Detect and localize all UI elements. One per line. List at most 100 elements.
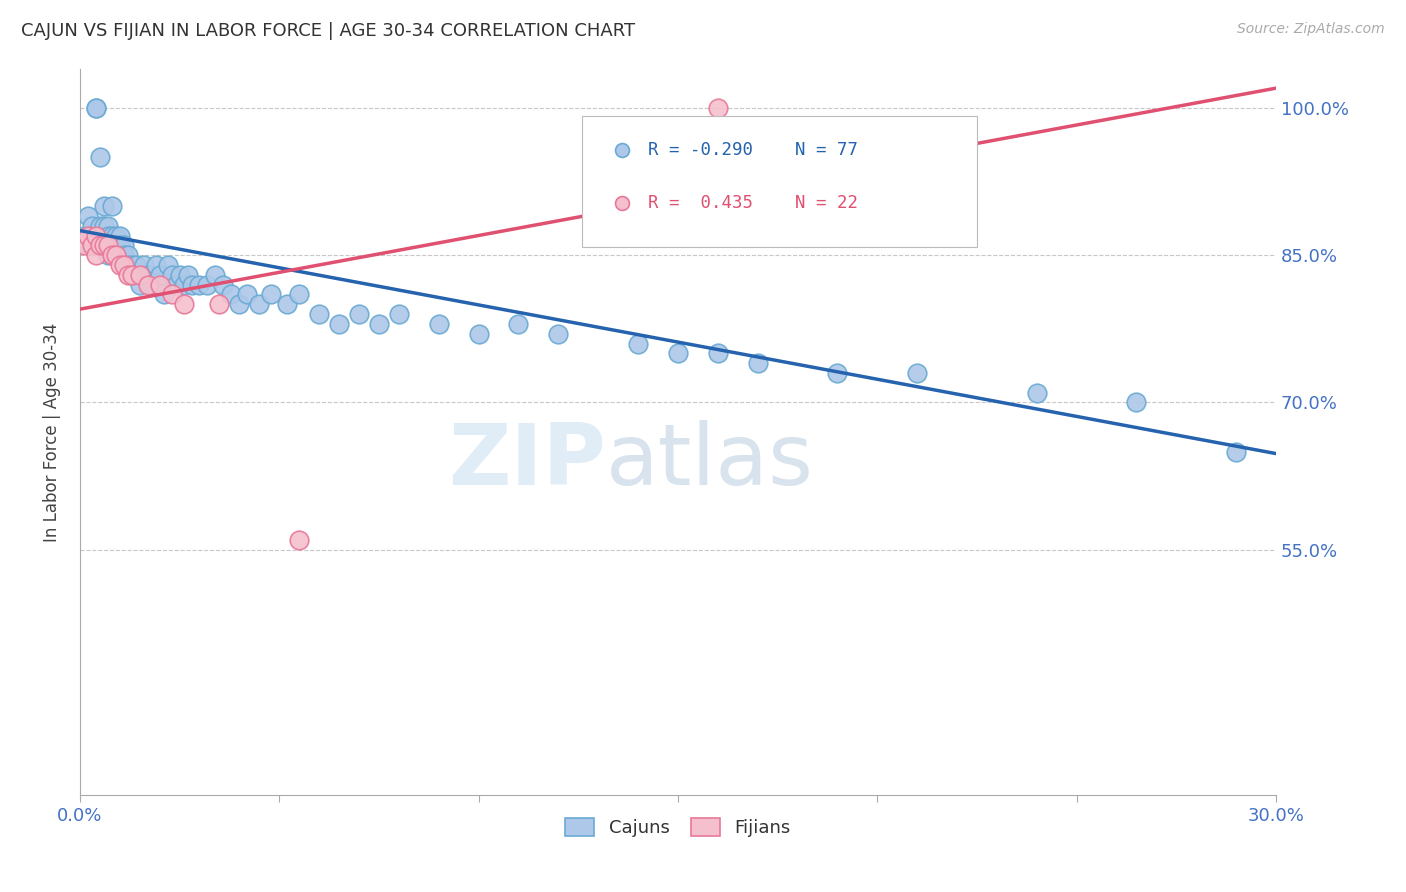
Legend: Cajuns, Fijians: Cajuns, Fijians: [558, 811, 797, 845]
Point: [247, 297, 270, 311]
Point: [112, 258, 135, 272]
Point: [93, 238, 115, 252]
Point: [104, 248, 127, 262]
Text: CAJUN VS FIJIAN IN LABOR FORCE | AGE 30-34 CORRELATION CHART: CAJUN VS FIJIAN IN LABOR FORCE | AGE 30-…: [21, 22, 636, 40]
Point: [508, 317, 530, 331]
Point: [288, 533, 311, 547]
Point: [827, 366, 849, 380]
Point: [112, 238, 135, 252]
Point: [467, 326, 489, 341]
Point: [188, 277, 211, 292]
Point: [112, 248, 135, 262]
Point: [1225, 444, 1247, 458]
Point: [905, 366, 928, 380]
Point: [100, 248, 122, 262]
Point: [121, 268, 143, 282]
Point: [89, 219, 111, 233]
Point: [108, 258, 131, 272]
Point: [388, 307, 411, 321]
Point: [125, 258, 148, 272]
Point: [308, 307, 330, 321]
Point: [176, 268, 198, 282]
Point: [97, 228, 120, 243]
Point: [149, 277, 172, 292]
Point: [173, 277, 195, 292]
Point: [149, 268, 172, 282]
Text: atlas: atlas: [606, 419, 814, 502]
Text: Source: ZipAtlas.com: Source: ZipAtlas.com: [1237, 22, 1385, 37]
Point: [80, 238, 103, 252]
Point: [97, 238, 120, 252]
Point: [156, 258, 179, 272]
Point: [666, 346, 689, 360]
Point: [1125, 395, 1147, 409]
Point: [165, 277, 187, 292]
Y-axis label: In Labor Force | Age 30-34: In Labor Force | Age 30-34: [44, 322, 60, 541]
Point: [73, 238, 96, 252]
Point: [347, 307, 370, 321]
Point: [97, 248, 120, 262]
Point: [128, 277, 150, 292]
Point: [117, 268, 139, 282]
Point: [84, 248, 107, 262]
Point: [169, 268, 191, 282]
Point: [1025, 385, 1047, 400]
Point: [117, 248, 139, 262]
Text: R = -0.290    N = 77: R = -0.290 N = 77: [648, 141, 858, 159]
Point: [97, 238, 120, 252]
Point: [93, 238, 115, 252]
Point: [84, 228, 107, 243]
Point: [197, 277, 219, 292]
Point: [328, 317, 350, 331]
Point: [73, 228, 96, 243]
Point: [427, 317, 450, 331]
Point: [747, 356, 769, 370]
Point: [160, 287, 183, 301]
Point: [80, 228, 103, 243]
Point: [93, 219, 115, 233]
Point: [93, 199, 115, 213]
Point: [136, 268, 159, 282]
Point: [97, 219, 120, 233]
Point: [204, 268, 226, 282]
Point: [132, 258, 155, 272]
Text: R =  0.435    N = 22: R = 0.435 N = 22: [648, 194, 858, 212]
Point: [276, 297, 298, 311]
Point: [128, 268, 150, 282]
Point: [707, 346, 730, 360]
Point: [89, 238, 111, 252]
Point: [228, 297, 250, 311]
Point: [208, 297, 231, 311]
Point: [212, 277, 235, 292]
Point: [76, 209, 98, 223]
Point: [173, 297, 195, 311]
Point: [76, 228, 98, 243]
Text: ZIP: ZIP: [449, 419, 606, 502]
Point: [141, 277, 163, 292]
Point: [84, 101, 107, 115]
Point: [104, 238, 127, 252]
Point: [288, 287, 311, 301]
Point: [76, 238, 98, 252]
Point: [707, 101, 730, 115]
Point: [100, 228, 122, 243]
Point: [145, 258, 167, 272]
Point: [160, 268, 183, 282]
Point: [367, 317, 389, 331]
Point: [89, 238, 111, 252]
Point: [80, 219, 103, 233]
Point: [89, 150, 111, 164]
Point: [121, 258, 143, 272]
Point: [121, 268, 143, 282]
Point: [152, 287, 174, 301]
Point: [236, 287, 259, 301]
Point: [100, 248, 122, 262]
FancyBboxPatch shape: [582, 116, 977, 246]
Point: [136, 277, 159, 292]
Point: [180, 277, 202, 292]
Point: [128, 268, 150, 282]
Point: [108, 248, 131, 262]
Point: [221, 287, 243, 301]
Point: [100, 199, 122, 213]
Point: [84, 101, 107, 115]
